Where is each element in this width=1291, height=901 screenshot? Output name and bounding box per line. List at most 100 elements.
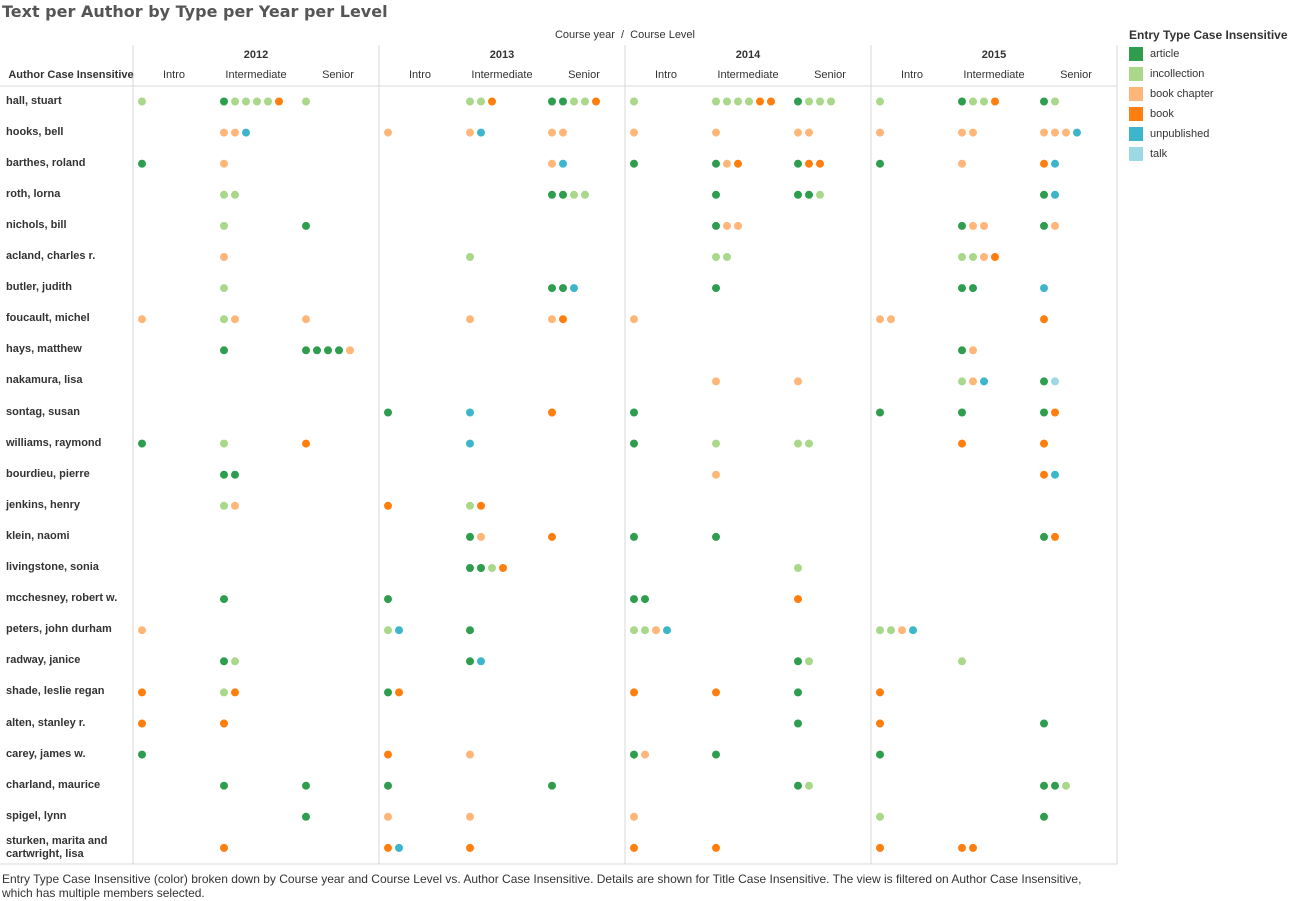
dot-article[interactable] xyxy=(335,346,343,355)
dot-incollection[interactable] xyxy=(581,97,589,106)
dot-book-chapter[interactable] xyxy=(652,626,660,635)
dot-incollection[interactable] xyxy=(980,97,988,106)
dot-book-chapter[interactable] xyxy=(220,128,228,137)
dot-book-chapter[interactable] xyxy=(384,812,392,821)
legend-item[interactable]: article xyxy=(1129,44,1288,64)
dot-unpublished[interactable] xyxy=(395,626,403,635)
dot-article[interactable] xyxy=(302,812,310,821)
dot-article[interactable] xyxy=(712,190,720,199)
dot-incollection[interactable] xyxy=(231,97,239,106)
dot-book[interactable] xyxy=(488,97,496,106)
dot-book-chapter[interactable] xyxy=(231,128,239,137)
dot-article[interactable] xyxy=(220,346,228,355)
dot-incollection[interactable] xyxy=(264,97,272,106)
dot-incollection[interactable] xyxy=(712,253,720,261)
dot-incollection[interactable] xyxy=(827,97,835,106)
dot-incollection[interactable] xyxy=(876,812,884,821)
dot-incollection[interactable] xyxy=(805,439,813,448)
dot-incollection[interactable] xyxy=(384,626,392,635)
dot-incollection[interactable] xyxy=(723,97,731,106)
dot-incollection[interactable] xyxy=(1062,781,1070,790)
dot-article[interactable] xyxy=(794,688,802,697)
dot-incollection[interactable] xyxy=(466,97,474,106)
dot-book-chapter[interactable] xyxy=(231,315,239,324)
dot-incollection[interactable] xyxy=(253,97,261,106)
dot-book-chapter[interactable] xyxy=(346,346,354,355)
dot-book[interactable] xyxy=(138,719,146,728)
dot-unpublished[interactable] xyxy=(477,128,485,137)
dot-incollection[interactable] xyxy=(1051,97,1059,106)
dot-book[interactable] xyxy=(548,532,556,541)
dot-article[interactable] xyxy=(1040,532,1048,541)
dot-incollection[interactable] xyxy=(876,626,884,635)
dot-book[interactable] xyxy=(1040,159,1048,168)
dot-incollection[interactable] xyxy=(712,97,720,106)
dot-incollection[interactable] xyxy=(302,97,310,106)
dot-article[interactable] xyxy=(630,408,638,417)
dot-incollection[interactable] xyxy=(570,97,578,106)
dot-book[interactable] xyxy=(384,843,392,852)
dot-article[interactable] xyxy=(794,657,802,666)
dot-article[interactable] xyxy=(384,408,392,417)
dot-incollection[interactable] xyxy=(887,626,895,635)
dot-book[interactable] xyxy=(384,501,392,510)
dot-article[interactable] xyxy=(220,657,228,666)
dot-article[interactable] xyxy=(231,470,239,479)
dot-book-chapter[interactable] xyxy=(1062,128,1070,137)
dot-incollection[interactable] xyxy=(630,97,638,106)
dot-incollection[interactable] xyxy=(958,253,966,261)
dot-book[interactable] xyxy=(302,439,310,448)
dot-article[interactable] xyxy=(313,346,321,355)
dot-book[interactable] xyxy=(630,688,638,697)
dot-article[interactable] xyxy=(324,346,332,355)
dot-book[interactable] xyxy=(794,595,802,604)
dot-article[interactable] xyxy=(958,221,966,230)
dot-book-chapter[interactable] xyxy=(1051,128,1059,137)
dot-article[interactable] xyxy=(466,626,474,635)
dot-book[interactable] xyxy=(220,843,228,852)
dot-article[interactable] xyxy=(548,284,556,293)
dot-incollection[interactable] xyxy=(242,97,250,106)
dot-book[interactable] xyxy=(1040,315,1048,324)
dot-book-chapter[interactable] xyxy=(794,377,802,386)
dot-article[interactable] xyxy=(630,750,638,759)
dot-book[interactable] xyxy=(1051,408,1059,417)
dot-incollection[interactable] xyxy=(630,626,638,635)
dot-article[interactable] xyxy=(302,221,310,230)
dot-book-chapter[interactable] xyxy=(712,377,720,386)
dot-incollection[interactable] xyxy=(220,501,228,510)
dot-article[interactable] xyxy=(712,750,720,759)
dot-article[interactable] xyxy=(1040,781,1048,790)
dot-book-chapter[interactable] xyxy=(559,128,567,137)
dot-article[interactable] xyxy=(794,190,802,199)
dot-incollection[interactable] xyxy=(231,190,239,199)
dot-book-chapter[interactable] xyxy=(969,346,977,355)
dot-incollection[interactable] xyxy=(876,97,884,106)
dot-book-chapter[interactable] xyxy=(548,159,556,168)
dot-book[interactable] xyxy=(477,501,485,510)
dot-book[interactable] xyxy=(991,97,999,106)
dot-unpublished[interactable] xyxy=(466,439,474,448)
dot-incollection[interactable] xyxy=(220,221,228,230)
dot-incollection[interactable] xyxy=(220,315,228,324)
dot-article[interactable] xyxy=(794,97,802,106)
dot-article[interactable] xyxy=(794,159,802,168)
dot-book-chapter[interactable] xyxy=(723,221,731,230)
dot-article[interactable] xyxy=(548,190,556,199)
dot-article[interactable] xyxy=(466,657,474,666)
dot-book-chapter[interactable] xyxy=(958,159,966,168)
dot-book-chapter[interactable] xyxy=(302,315,310,324)
dot-incollection[interactable] xyxy=(466,501,474,510)
dot-book[interactable] xyxy=(138,688,146,697)
dot-unpublished[interactable] xyxy=(663,626,671,635)
dot-book[interactable] xyxy=(630,843,638,852)
dot-incollection[interactable] xyxy=(712,439,720,448)
dot-article[interactable] xyxy=(712,159,720,168)
dot-book-chapter[interactable] xyxy=(231,501,239,510)
dot-unpublished[interactable] xyxy=(909,626,917,635)
dot-book-chapter[interactable] xyxy=(969,377,977,386)
dot-article[interactable] xyxy=(876,750,884,759)
dot-article[interactable] xyxy=(559,190,567,199)
dot-book[interactable] xyxy=(548,408,556,417)
dot-book-chapter[interactable] xyxy=(384,128,392,137)
